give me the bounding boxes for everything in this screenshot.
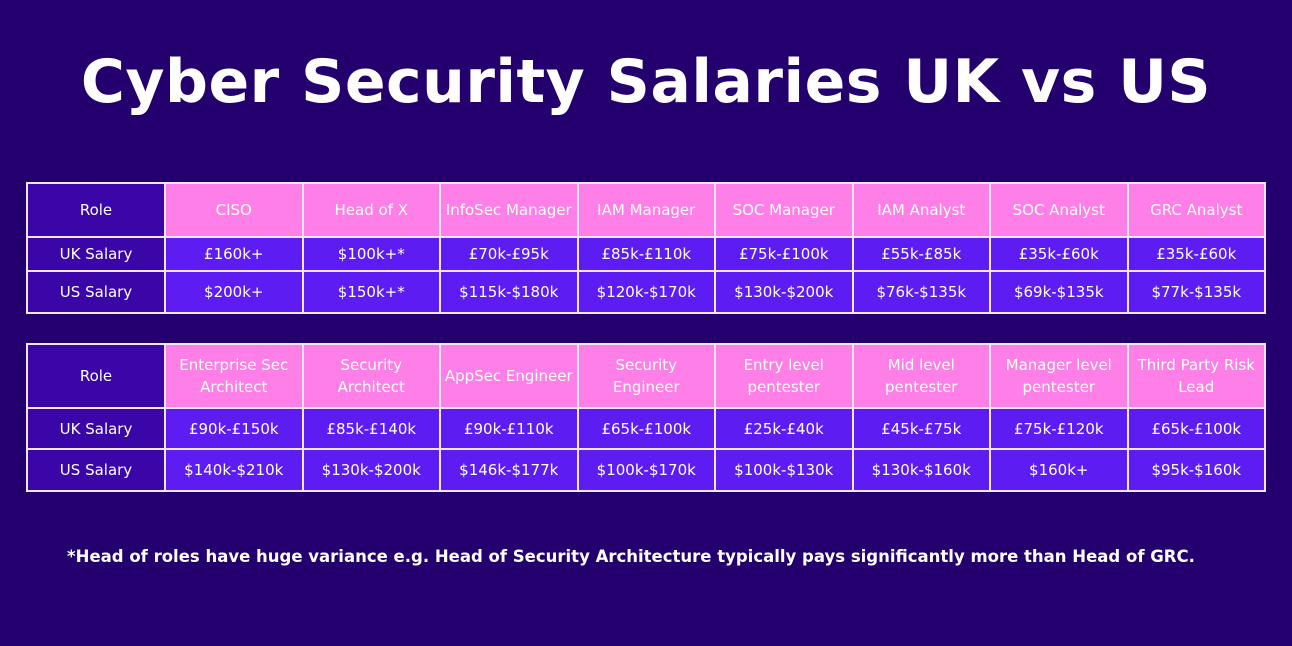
page-title: Cyber Security Salaries UK vs US <box>80 47 1212 117</box>
uk-salary-cell: £70k-£95k <box>439 236 579 272</box>
uk-salary-cell: £35k-£60k <box>1126 236 1266 272</box>
us-salary-cell: $100k-$170k <box>576 448 716 492</box>
us-salary-cell: $200k+ <box>164 270 304 314</box>
us-salary-label: US Salary <box>26 270 166 314</box>
uk-salary-cell: £160k+ <box>164 236 304 272</box>
uk-salary-cell: £65k-£100k <box>576 407 716 450</box>
footnote: *Head of roles have huge variance e.g. H… <box>67 547 1195 566</box>
uk-salary-cell: £65k-£100k <box>1126 407 1266 450</box>
us-salary-cell: $69k-$135k <box>989 270 1129 314</box>
uk-salary-cell: £85k-£140k <box>301 407 441 450</box>
role-header-cell: Role <box>26 343 166 409</box>
uk-salary-cell: £75k-£120k <box>989 407 1129 450</box>
uk-salary-row: UK Salary £90k-£150k £85k-£140k £90k-£11… <box>26 407 1266 450</box>
us-salary-cell: $95k-$160k <box>1126 448 1266 492</box>
us-salary-cell: $115k-$180k <box>439 270 579 314</box>
us-salary-row: US Salary $200k+ $150k+* $115k-$180k $12… <box>26 270 1266 314</box>
role-cell: Head of X <box>301 182 441 238</box>
uk-salary-cell: £45k-£75k <box>851 407 991 450</box>
us-salary-label: US Salary <box>26 448 166 492</box>
us-salary-cell: $120k-$170k <box>576 270 716 314</box>
uk-salary-cell: £85k-£110k <box>576 236 716 272</box>
us-salary-cell: $100k-$130k <box>714 448 854 492</box>
uk-salary-label: UK Salary <box>26 236 166 272</box>
uk-salary-cell: £75k-£100k <box>714 236 854 272</box>
salary-table-1: Role CISO Head of X InfoSec Manager IAM … <box>26 182 1266 314</box>
us-salary-cell: $130k-$160k <box>851 448 991 492</box>
role-cell: CISO <box>164 182 304 238</box>
role-cell: Enterprise Sec Architect <box>164 343 304 409</box>
salary-table-2: Role Enterprise Sec Architect Security A… <box>26 343 1266 492</box>
us-salary-cell: $76k-$135k <box>851 270 991 314</box>
role-cell: GRC Analyst <box>1126 182 1266 238</box>
uk-salary-cell: £90k-£110k <box>439 407 579 450</box>
uk-salary-label: UK Salary <box>26 407 166 450</box>
role-cell: IAM Manager <box>576 182 716 238</box>
role-cell: Mid level pentester <box>851 343 991 409</box>
role-cell: Manager level pentester <box>989 343 1129 409</box>
role-cell: Third Party Risk Lead <box>1126 343 1266 409</box>
role-header-row: Role CISO Head of X InfoSec Manager IAM … <box>26 182 1266 238</box>
us-salary-cell: $160k+ <box>989 448 1129 492</box>
us-salary-cell: $77k-$135k <box>1126 270 1266 314</box>
role-cell: SOC Manager <box>714 182 854 238</box>
uk-salary-cell: £90k-£150k <box>164 407 304 450</box>
uk-salary-cell: $100k+* <box>301 236 441 272</box>
role-cell: InfoSec Manager <box>439 182 579 238</box>
uk-salary-row: UK Salary £160k+ $100k+* £70k-£95k £85k-… <box>26 236 1266 272</box>
us-salary-cell: $146k-$177k <box>439 448 579 492</box>
role-cell: AppSec Engineer <box>439 343 579 409</box>
us-salary-row: US Salary $140k-$210k $130k-$200k $146k-… <box>26 448 1266 492</box>
us-salary-cell: $140k-$210k <box>164 448 304 492</box>
uk-salary-cell: £25k-£40k <box>714 407 854 450</box>
uk-salary-cell: £35k-£60k <box>989 236 1129 272</box>
role-cell: Security Engineer <box>576 343 716 409</box>
uk-salary-cell: £55k-£85k <box>851 236 991 272</box>
us-salary-cell: $130k-$200k <box>301 448 441 492</box>
role-cell: SOC Analyst <box>989 182 1129 238</box>
us-salary-cell: $130k-$200k <box>714 270 854 314</box>
role-cell: Entry level pentester <box>714 343 854 409</box>
us-salary-cell: $150k+* <box>301 270 441 314</box>
role-cell: Security Architect <box>301 343 441 409</box>
role-cell: IAM Analyst <box>851 182 991 238</box>
role-header-cell: Role <box>26 182 166 238</box>
role-header-row: Role Enterprise Sec Architect Security A… <box>26 343 1266 409</box>
